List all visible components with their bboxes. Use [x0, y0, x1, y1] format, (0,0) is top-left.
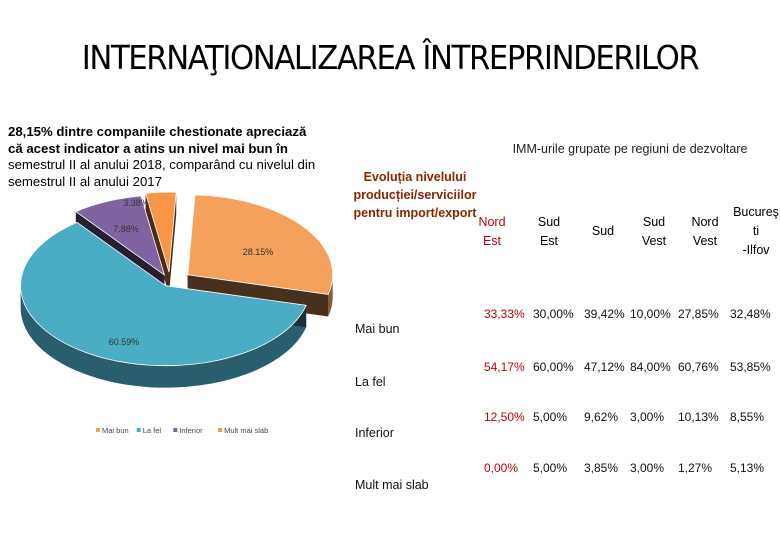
column-header: Sud Vest: [625, 213, 683, 251]
pie-slice-mai-bun: [187, 194, 334, 295]
table-cell: 47,12%: [584, 360, 625, 374]
intro-line-4: semestrul II al anului 2017: [8, 173, 162, 189]
table-row-header: Evoluția nivelului producției/serviciilo…: [353, 170, 477, 220]
table-cell: 53,85%: [730, 360, 771, 374]
pie-slice-wall: [168, 192, 177, 295]
intro-text: 28,15% dintre companiile chestionate apr…: [8, 124, 344, 190]
table-cell: 3,00%: [630, 461, 665, 475]
legend-swatch: [218, 428, 223, 432]
table-cell: 60,00%: [533, 360, 574, 374]
legend-label: La fel: [143, 426, 162, 435]
column-header-line: -Ilfov: [742, 243, 770, 257]
column-header-line: Nord: [691, 215, 719, 229]
pie-data-label: 3.38%: [123, 198, 149, 208]
pie-data-label: 7.88%: [113, 224, 139, 234]
table-cell: 27,85%: [678, 307, 719, 321]
page-title: INTERNAŢIONALIZAREA ÎNTREPRINDERILOR: [81, 38, 700, 77]
column-header-line: Sud: [591, 224, 615, 238]
column-header-line: Est: [482, 234, 502, 248]
legend-label: Inferior: [179, 426, 203, 435]
pie-data-label: 28.15%: [243, 247, 274, 257]
table-cell: 0,00%: [484, 461, 519, 475]
intro-line-3: semestrul II al anului 2018, comparând c…: [8, 157, 316, 172]
column-header: Nord Vest: [676, 213, 734, 251]
column-header-line: ti: [752, 224, 760, 238]
column-header: Sud: [574, 222, 632, 241]
legend-label: Mai bun: [102, 426, 129, 435]
table-cell: 9,62%: [584, 410, 619, 424]
table-cell: 5,13%: [730, 461, 765, 475]
column-header-line: Bucureş: [733, 205, 779, 219]
column-header: Bucureş ti -Ilfov: [727, 203, 780, 260]
table-cell: 30,00%: [533, 307, 574, 321]
table-cell: 5,00%: [533, 461, 568, 475]
row-label: La fel: [355, 375, 386, 389]
row-label: Mai bun: [355, 322, 400, 336]
row-label: Mult mai slab: [355, 478, 429, 492]
table-cell: 60,76%: [678, 360, 719, 374]
table-cell: 84,00%: [630, 360, 671, 374]
pie-slice-inferior: [74, 195, 166, 276]
pie-slice-side: [20, 285, 307, 388]
pie-chart: 28.15% 60.59% 7.88% 3.38% Mai bun La fel Infer…: [20, 191, 334, 435]
pie-slice-wall: [145, 193, 169, 295]
table-cell: 10,00%: [630, 307, 671, 321]
row-label: Inferior: [355, 426, 394, 440]
legend-label: Mult mai slab: [224, 426, 268, 435]
table-cell: 54,17%: [484, 360, 525, 374]
table-cell: 39,42%: [584, 307, 625, 321]
table-cell: 3,85%: [584, 461, 619, 475]
legend-swatch: [96, 428, 100, 432]
intro-line-1: 28,15% dintre companiile chestionate apr…: [8, 124, 307, 139]
table-cell: 1,27%: [678, 461, 713, 475]
table-cell: 33,33%: [484, 307, 525, 321]
column-header-line: Sud: [537, 215, 561, 229]
table-cell: 10,13%: [678, 410, 719, 424]
table-title: IMM-urile grupate pe regiuni de dezvolta…: [512, 142, 748, 156]
column-header-line: Nord: [478, 215, 506, 229]
column-header: Nord Est: [463, 213, 521, 251]
table-cell: 32,48%: [730, 307, 771, 321]
pie-data-label: 60.59%: [109, 337, 140, 347]
table-cell: 8,55%: [730, 410, 765, 424]
table-cell: 3,00%: [630, 410, 665, 424]
column-header-line: Sud: [642, 215, 666, 229]
table-cell: 12,50%: [484, 410, 525, 424]
pie-slice-mult-mai-slab: [145, 191, 177, 273]
legend-swatch: [173, 428, 178, 432]
column-header-line: Vest: [692, 234, 718, 248]
pie-slice-la-fel: [20, 221, 307, 367]
column-header-line: Est: [539, 234, 559, 248]
intro-line-2: că acest indicator a atins un nivel mai …: [8, 140, 288, 156]
column-header: Sud Est: [520, 213, 578, 251]
table-cell: 5,00%: [533, 410, 568, 424]
column-header-line: Vest: [641, 234, 667, 248]
legend-swatch: [136, 428, 141, 432]
